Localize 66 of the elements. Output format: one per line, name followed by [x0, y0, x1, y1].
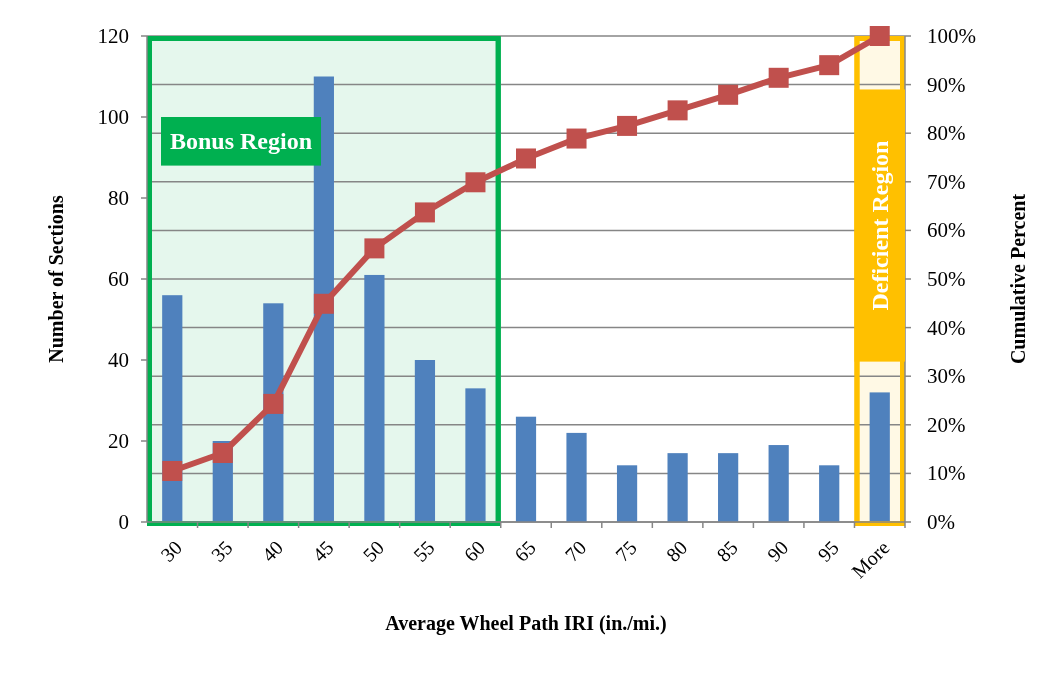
- point: [212, 442, 233, 463]
- point: [364, 238, 385, 259]
- bar: [869, 392, 890, 522]
- y2-tick-label: 30%: [927, 364, 966, 389]
- x-tick-label: 50: [358, 536, 389, 566]
- x-tick-label: 45: [307, 536, 338, 566]
- x-tick-label: 30: [156, 536, 187, 566]
- point: [313, 293, 334, 314]
- y-tick-label: 20: [108, 429, 129, 453]
- y2-tick-label: 40%: [927, 315, 966, 340]
- y2-tick-label: 50%: [927, 267, 966, 291]
- y2-tick-label: 20%: [927, 412, 966, 437]
- point: [819, 55, 840, 76]
- point: [768, 67, 789, 88]
- x-axis-title: Average Wheel Path IRI (in./mi.): [385, 612, 667, 635]
- y2-tick-label: 70%: [927, 169, 966, 194]
- y-tick-label: 0: [118, 510, 129, 534]
- y2-tick-label: 80%: [927, 121, 966, 146]
- x-tick-label: 80: [661, 536, 692, 566]
- point: [718, 84, 739, 105]
- y2-tick-label: 0%: [927, 510, 955, 534]
- point: [414, 202, 435, 223]
- point: [263, 393, 284, 414]
- band-label: Bonus Region: [169, 128, 313, 155]
- bar: [414, 360, 436, 522]
- bar: [566, 432, 587, 522]
- x-tick-label: 55: [409, 536, 439, 566]
- x-tick-label: 40: [257, 536, 288, 566]
- point: [667, 100, 688, 121]
- point: [869, 26, 890, 46]
- bar: [616, 465, 638, 522]
- point: [465, 172, 486, 193]
- y2-tick-label: 10%: [927, 461, 966, 486]
- bar: [667, 453, 688, 522]
- bar: [515, 416, 537, 522]
- y2-axis-title: Cumulative Percent: [1007, 193, 1029, 365]
- y-tick-label: 100: [97, 105, 129, 129]
- point: [162, 460, 183, 481]
- x-tick-label: 70: [560, 536, 591, 566]
- x-tick-label: 75: [611, 536, 641, 566]
- bar: [768, 445, 789, 522]
- x-tick-label: 85: [712, 536, 742, 566]
- x-tick-label: 65: [510, 536, 540, 566]
- y-tick-label: 120: [97, 24, 129, 48]
- bar: [364, 274, 385, 522]
- bar: [819, 465, 840, 522]
- point: [617, 115, 638, 136]
- y-tick-label: 60: [108, 267, 129, 291]
- y2-tick-label: 60%: [927, 218, 966, 243]
- bar: [313, 76, 334, 522]
- point: [516, 148, 536, 169]
- y2-tick-label: 90%: [927, 72, 966, 97]
- x-tick-label: 90: [762, 536, 793, 566]
- y2-tick-label: 100%: [927, 24, 976, 48]
- x-tick-label: 35: [206, 536, 237, 566]
- bar: [465, 388, 486, 522]
- bar: [718, 453, 739, 522]
- bar: [263, 303, 284, 522]
- x-tick-label: 60: [459, 536, 490, 566]
- band-label: Deficient Region: [866, 140, 893, 311]
- y-tick-label: 80: [108, 186, 129, 210]
- point: [566, 128, 587, 149]
- x-tick-label: 95: [813, 536, 843, 566]
- y-axis-title: Number of Sections: [45, 195, 67, 363]
- y-tick-label: 40: [108, 348, 129, 372]
- bar: [162, 295, 183, 522]
